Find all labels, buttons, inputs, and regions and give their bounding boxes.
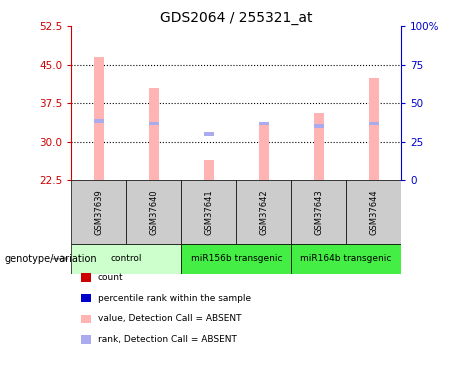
Bar <box>291 180 346 244</box>
Bar <box>314 113 324 180</box>
Bar <box>71 244 181 274</box>
Text: GSM37643: GSM37643 <box>314 189 323 235</box>
Text: count: count <box>98 273 124 282</box>
Text: percentile rank within the sample: percentile rank within the sample <box>98 294 251 303</box>
Bar <box>259 124 269 180</box>
Bar <box>369 78 378 180</box>
Title: GDS2064 / 255321_at: GDS2064 / 255321_at <box>160 11 313 25</box>
Bar <box>369 122 378 125</box>
Bar <box>181 244 291 274</box>
Text: GSM37641: GSM37641 <box>204 189 213 235</box>
Bar <box>71 180 126 244</box>
Text: miR156b transgenic: miR156b transgenic <box>190 254 282 263</box>
Bar <box>149 88 159 180</box>
Bar <box>291 244 401 274</box>
Bar <box>181 180 236 244</box>
Bar <box>259 122 269 125</box>
Bar <box>94 57 104 180</box>
Bar <box>346 180 401 244</box>
Bar <box>126 180 181 244</box>
Text: GSM37642: GSM37642 <box>259 189 268 235</box>
Text: miR164b transgenic: miR164b transgenic <box>301 254 392 263</box>
Bar <box>149 122 159 125</box>
Bar <box>204 132 214 136</box>
Text: rank, Detection Call = ABSENT: rank, Detection Call = ABSENT <box>98 335 236 344</box>
Text: control: control <box>111 254 142 263</box>
Bar <box>94 119 104 123</box>
Text: value, Detection Call = ABSENT: value, Detection Call = ABSENT <box>98 314 241 323</box>
Bar <box>204 159 214 180</box>
Text: GSM37640: GSM37640 <box>149 189 159 235</box>
Text: GSM37644: GSM37644 <box>369 189 378 235</box>
Bar <box>314 124 324 128</box>
Text: genotype/variation: genotype/variation <box>5 254 97 264</box>
Bar <box>236 180 291 244</box>
Text: GSM37639: GSM37639 <box>95 189 103 235</box>
